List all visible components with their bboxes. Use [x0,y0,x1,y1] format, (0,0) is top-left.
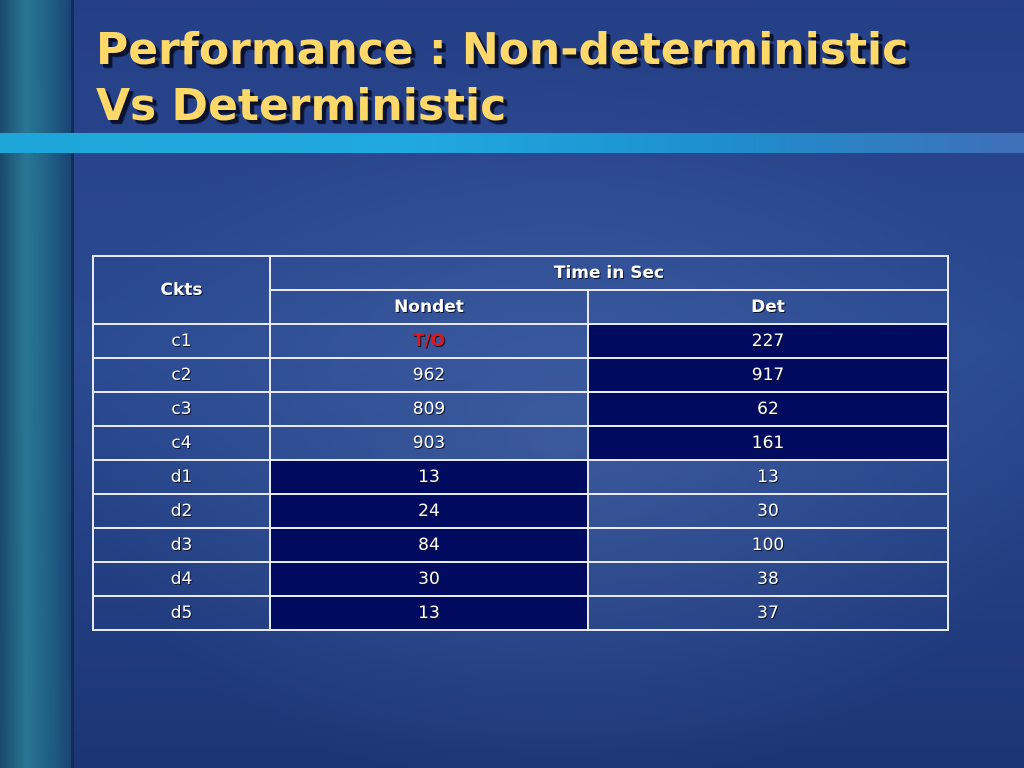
cell-ckt: c4 [92,425,271,461]
cell-det: 227 [587,323,949,359]
cell-nondet: 24 [269,493,589,529]
cell-det: 37 [587,595,949,631]
slide-title-line-2: Vs Deterministic [96,80,507,131]
table-row: c4 903 161 [92,425,949,461]
table-header-row: Ckts Time in Sec [92,255,949,325]
table-row: d1 13 13 [92,459,949,495]
table-subheader-row: Nondet Det [93,289,949,325]
table-row: c2 962 917 [92,357,949,393]
performance-table: Ckts Time in Sec Nondet Det c1 T/O 227 c… [92,255,949,631]
cell-ckt: d5 [92,595,271,631]
cell-det: 917 [587,357,949,393]
table-row: c1 T/O 227 [92,323,949,359]
table-row: c3 809 62 [92,391,949,427]
table-row: d3 84 100 [92,527,949,563]
cell-nondet: 30 [269,561,589,597]
table-row: d2 24 30 [92,493,949,529]
cell-ckt: d4 [92,561,271,597]
header-ckts: Ckts [92,255,271,325]
slide-title: Performance : Non-deterministic Vs Deter… [96,22,996,134]
left-decorative-stripe [0,0,74,768]
cell-ckt: d3 [92,527,271,563]
cell-det: 30 [587,493,949,529]
cell-det: 100 [587,527,949,563]
title-accent-bar [0,133,1024,153]
cell-ckt: d1 [92,459,271,495]
cell-nondet: 903 [269,425,589,461]
header-det: Det [587,289,949,325]
cell-nondet: 13 [269,595,589,631]
cell-det: 161 [587,425,949,461]
cell-det: 62 [587,391,949,427]
table-row: d4 30 38 [92,561,949,597]
cell-nondet: 13 [269,459,589,495]
cell-ckt: d2 [92,493,271,529]
slide-title-line-1: Performance : Non-deterministic [96,24,909,75]
table-row: d5 13 37 [92,595,949,631]
header-nondet: Nondet [269,289,589,325]
cell-nondet: 84 [269,527,589,563]
cell-det: 38 [587,561,949,597]
cell-ckt: c3 [92,391,271,427]
cell-ckt: c1 [92,323,271,359]
cell-nondet-timeout: T/O [269,323,589,359]
header-time-in-sec: Time in Sec [269,255,949,291]
cell-det: 13 [587,459,949,495]
cell-nondet: 809 [269,391,589,427]
cell-nondet: 962 [269,357,589,393]
cell-ckt: c2 [92,357,271,393]
